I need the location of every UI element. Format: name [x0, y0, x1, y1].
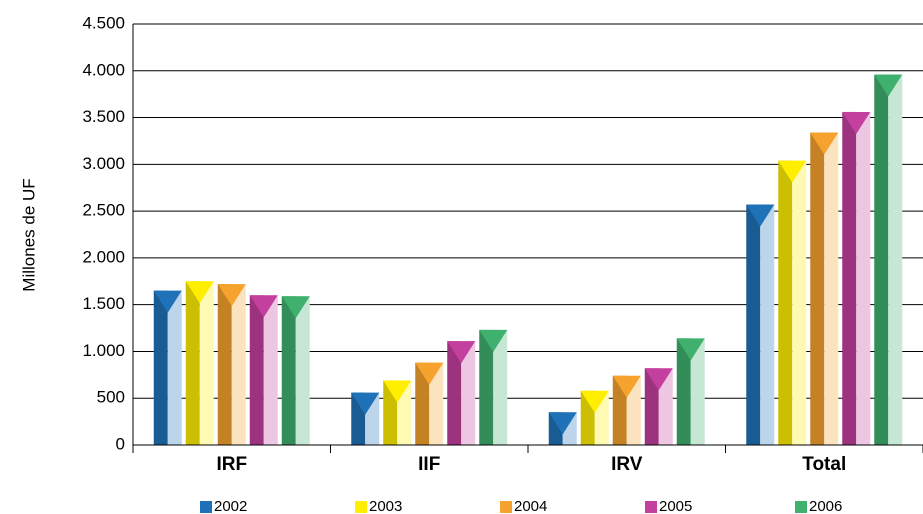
bar-part	[231, 284, 246, 445]
legend-label: 2006	[809, 498, 842, 514]
legend-swatch	[200, 501, 212, 513]
bar	[351, 392, 380, 445]
x-tick-label: IRV	[611, 454, 643, 475]
bar-part	[461, 341, 476, 445]
bar	[217, 284, 246, 445]
y-tick-label: 2.000	[82, 247, 125, 266]
bar-part	[199, 281, 214, 445]
bar	[676, 338, 705, 445]
bar-part	[842, 111, 857, 445]
bar-part	[415, 362, 430, 445]
bar-part	[429, 362, 444, 445]
bar	[746, 204, 775, 445]
legend-swatch	[355, 501, 367, 513]
bar	[415, 362, 444, 445]
bar	[810, 132, 839, 445]
bar	[447, 341, 476, 445]
bar	[185, 281, 214, 445]
bar	[580, 390, 609, 445]
bar	[548, 412, 577, 445]
bar-part	[153, 290, 182, 313]
bar-part	[644, 368, 659, 445]
bar-part	[185, 281, 200, 445]
x-tick-label: IIF	[418, 454, 440, 475]
bar-part	[644, 368, 673, 391]
bar-part	[612, 375, 641, 398]
legend-label: 2003	[369, 498, 402, 514]
bar-part	[888, 74, 903, 446]
bar-part	[447, 341, 462, 445]
bar-part	[824, 132, 839, 445]
bar	[153, 290, 182, 445]
bar-part	[676, 338, 705, 361]
bar-part	[185, 281, 214, 304]
bar-part	[281, 296, 310, 319]
bar-part	[295, 296, 310, 445]
bar	[874, 74, 903, 446]
y-tick-label: 0	[116, 434, 125, 453]
bar-part	[383, 380, 412, 403]
x-tick-label: IRF	[216, 454, 247, 475]
bar-part	[874, 74, 903, 97]
bar-part	[580, 390, 609, 413]
bar-part	[676, 338, 691, 445]
bar-part	[810, 132, 839, 155]
y-tick-label: 1.000	[82, 341, 125, 360]
bar-part	[792, 160, 807, 445]
bar-part	[690, 338, 705, 445]
bar-part	[856, 111, 871, 445]
bar-part	[281, 296, 296, 445]
bar-part	[479, 329, 494, 445]
bar-part	[626, 375, 641, 445]
bar-part	[760, 204, 775, 445]
bar	[383, 380, 412, 445]
bar	[479, 329, 508, 445]
y-tick-label: 500	[97, 388, 125, 407]
bar	[842, 111, 871, 445]
bar	[249, 295, 278, 445]
bar-part	[746, 204, 775, 227]
bar-part	[493, 329, 508, 445]
bar-part	[447, 341, 476, 364]
bar-part	[548, 412, 577, 435]
y-tick-label: 1.500	[82, 294, 125, 313]
bar-part	[249, 295, 278, 318]
legend-label: 2005	[659, 498, 692, 514]
bar-part	[263, 295, 278, 445]
bar-part	[217, 284, 232, 445]
bar-part	[658, 368, 673, 445]
legend-swatch	[795, 501, 807, 513]
bar-part	[778, 160, 807, 183]
bar-part	[249, 295, 264, 445]
bar-part	[874, 74, 889, 446]
legend-swatch	[500, 501, 512, 513]
bar-part	[167, 290, 182, 445]
bar	[778, 160, 807, 445]
bar-part	[746, 204, 761, 445]
bar	[281, 296, 310, 445]
y-tick-label: 2.500	[82, 201, 125, 220]
y-tick-label: 3.500	[82, 107, 125, 126]
legend-label: 2002	[214, 498, 247, 514]
bar-part	[810, 132, 825, 445]
y-tick-label: 3.000	[82, 154, 125, 173]
y-tick-label: 4.000	[82, 60, 125, 79]
y-tick-label: 4.500	[82, 13, 125, 32]
y-axis-label: Millones de UF	[19, 178, 38, 291]
x-tick-label: Total	[802, 454, 846, 475]
bar-part	[153, 290, 168, 445]
bar-part	[778, 160, 793, 445]
bar	[644, 368, 673, 445]
bar-part	[842, 111, 871, 134]
bar-part	[217, 284, 246, 307]
bar-part	[415, 362, 444, 385]
bar-part	[479, 329, 508, 352]
bar-part	[612, 375, 627, 445]
legend-label: 2004	[514, 498, 547, 514]
legend-swatch	[645, 501, 657, 513]
bar	[612, 375, 641, 445]
bar-part	[351, 392, 380, 415]
